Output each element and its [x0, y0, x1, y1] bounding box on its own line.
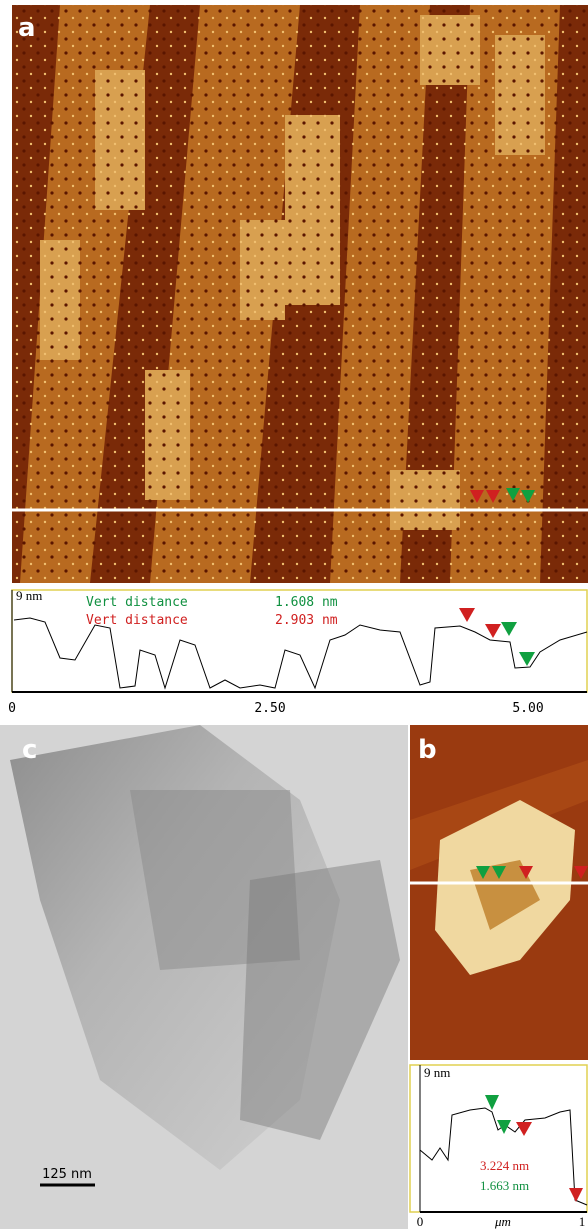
x-tick-label: 5.00: [512, 701, 543, 716]
afm-image-a: a: [12, 5, 588, 583]
afm-image-b: b: [410, 725, 588, 1060]
figure: a 9 nm Vert distance Vert distance 1.608…: [0, 0, 588, 1229]
y-label: 9 nm: [16, 588, 42, 603]
x-axis-unit: μm: [494, 1214, 511, 1229]
x-tick-label: 1: [579, 1214, 586, 1229]
tem-image-c: 125 nm c: [0, 725, 408, 1229]
scale-bar: 125 nm: [42, 1167, 92, 1182]
x-tick-label: 0: [8, 701, 16, 716]
panel-label: b: [418, 735, 437, 765]
panel-label: a: [18, 13, 36, 43]
measure-name: Vert distance: [86, 595, 188, 610]
x-tick-label: 0: [417, 1214, 424, 1229]
panel-label: c: [22, 735, 37, 765]
profile-a: 9 nm Vert distance Vert distance 1.608 n…: [8, 588, 587, 716]
measure-value: 2.903 nm: [275, 613, 338, 628]
x-tick-label: 2.50: [254, 701, 285, 716]
y-label: 9 nm: [424, 1065, 450, 1080]
measure-value: 1.608 nm: [275, 595, 338, 610]
measure-value: 3.224 nm: [480, 1158, 529, 1173]
profile-b: 9 nm 3.224 nm 1.663 nm 0 μm 1: [410, 1065, 587, 1229]
measure-value: 1.663 nm: [480, 1178, 529, 1193]
